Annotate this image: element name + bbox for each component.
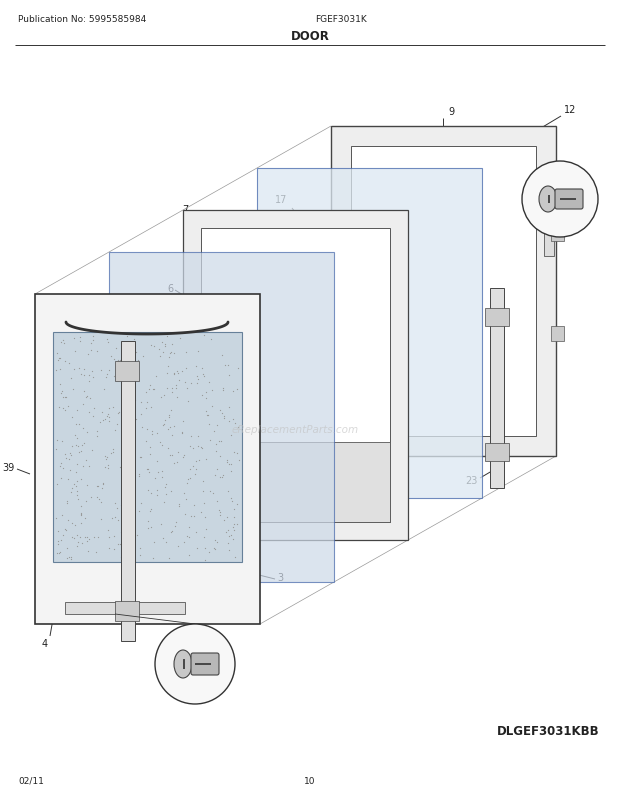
Text: 8: 8 xyxy=(470,357,476,367)
Text: 60B: 60B xyxy=(177,655,197,665)
Text: 17: 17 xyxy=(275,195,287,205)
Text: 10: 10 xyxy=(548,164,560,174)
Text: 12: 12 xyxy=(564,105,577,115)
Text: DLGEF3031KBB: DLGEF3031KBB xyxy=(497,724,600,737)
Polygon shape xyxy=(201,229,390,522)
Polygon shape xyxy=(490,289,504,488)
Text: 23: 23 xyxy=(466,476,478,485)
Text: 7: 7 xyxy=(182,205,188,215)
Polygon shape xyxy=(544,176,554,257)
Text: 23: 23 xyxy=(92,353,104,363)
Polygon shape xyxy=(53,333,242,562)
Ellipse shape xyxy=(539,187,557,213)
Text: 9: 9 xyxy=(448,107,454,117)
Text: Publication No: 5995585984: Publication No: 5995585984 xyxy=(18,15,146,24)
FancyBboxPatch shape xyxy=(191,653,219,675)
Polygon shape xyxy=(485,309,509,326)
Polygon shape xyxy=(201,443,390,522)
Text: 10: 10 xyxy=(304,776,316,785)
Circle shape xyxy=(522,162,598,237)
FancyBboxPatch shape xyxy=(555,190,583,210)
Ellipse shape xyxy=(174,650,192,678)
Text: 02/11: 02/11 xyxy=(18,776,44,785)
Text: 4: 4 xyxy=(42,638,48,648)
Polygon shape xyxy=(485,444,509,461)
Text: FGEF3031K: FGEF3031K xyxy=(315,15,367,24)
Text: eReplacementParts.com: eReplacementParts.com xyxy=(231,424,358,435)
Circle shape xyxy=(155,624,235,704)
Polygon shape xyxy=(35,294,260,624)
Polygon shape xyxy=(121,342,135,642)
Polygon shape xyxy=(65,602,185,614)
Text: 52: 52 xyxy=(148,419,161,429)
Polygon shape xyxy=(551,227,564,241)
Text: DOOR: DOOR xyxy=(291,30,329,43)
Text: 3: 3 xyxy=(277,573,283,582)
Polygon shape xyxy=(257,168,482,498)
Polygon shape xyxy=(109,253,334,582)
Polygon shape xyxy=(351,147,536,436)
Text: 16: 16 xyxy=(524,317,536,326)
Polygon shape xyxy=(551,326,564,342)
Polygon shape xyxy=(115,602,139,622)
Text: 39: 39 xyxy=(2,463,15,472)
Polygon shape xyxy=(183,211,408,541)
Polygon shape xyxy=(331,127,556,456)
Text: 6: 6 xyxy=(167,284,173,294)
Polygon shape xyxy=(115,362,139,382)
